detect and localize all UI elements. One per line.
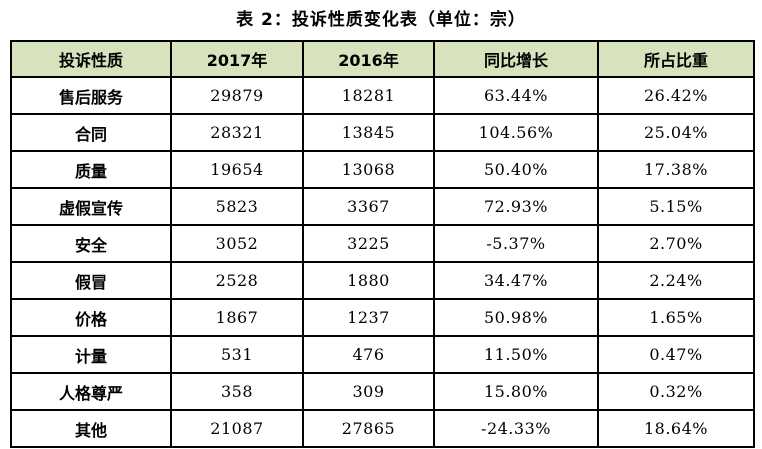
cell-2017: 1867	[170, 298, 304, 337]
cell-2016: 18281	[302, 76, 435, 115]
cell-2017: 21087	[170, 409, 304, 448]
column-header-share: 所占比重	[597, 40, 755, 78]
table-body: 售后服务 29879 18281 63.44% 26.42% 合同 28321 …	[10, 76, 755, 448]
cell-yoy: 63.44%	[433, 76, 599, 115]
row-label: 价格	[10, 298, 172, 337]
table-row: 合同 28321 13845 104.56% 25.04%	[10, 113, 755, 152]
cell-yoy: 34.47%	[433, 261, 599, 300]
row-label: 其他	[10, 409, 172, 448]
column-header-nature: 投诉性质	[10, 40, 172, 78]
cell-yoy: 15.80%	[433, 372, 599, 411]
cell-2016: 27865	[302, 409, 435, 448]
row-label: 计量	[10, 335, 172, 374]
cell-share: 0.32%	[597, 372, 755, 411]
cell-share: 26.42%	[597, 76, 755, 115]
cell-2016: 309	[302, 372, 435, 411]
complaints-table: 投诉性质 2017年 2016年 同比增长 所占比重 售后服务 29879 18…	[10, 40, 755, 448]
cell-2016: 476	[302, 335, 435, 374]
table-row: 其他 21087 27865 -24.33% 18.64%	[10, 409, 755, 448]
cell-share: 18.64%	[597, 409, 755, 448]
row-label: 质量	[10, 150, 172, 189]
table-row: 虚假宣传 5823 3367 72.93% 5.15%	[10, 187, 755, 226]
cell-yoy: 50.98%	[433, 298, 599, 337]
cell-2017: 358	[170, 372, 304, 411]
table-row: 人格尊严 358 309 15.80% 0.32%	[10, 372, 755, 411]
cell-2017: 3052	[170, 224, 304, 263]
column-header-2016: 2016年	[302, 40, 435, 78]
cell-share: 2.24%	[597, 261, 755, 300]
cell-2016: 3367	[302, 187, 435, 226]
cell-share: 17.38%	[597, 150, 755, 189]
table-row: 价格 1867 1237 50.98% 1.65%	[10, 298, 755, 337]
cell-2017: 2528	[170, 261, 304, 300]
cell-2016: 1237	[302, 298, 435, 337]
column-header-2017: 2017年	[170, 40, 304, 78]
row-label: 安全	[10, 224, 172, 263]
table-row: 计量 531 476 11.50% 0.47%	[10, 335, 755, 374]
cell-share: 25.04%	[597, 113, 755, 152]
cell-yoy: 72.93%	[433, 187, 599, 226]
cell-share: 1.65%	[597, 298, 755, 337]
cell-yoy: 50.40%	[433, 150, 599, 189]
cell-share: 5.15%	[597, 187, 755, 226]
table-row: 质量 19654 13068 50.40% 17.38%	[10, 150, 755, 189]
cell-yoy: 11.50%	[433, 335, 599, 374]
cell-share: 2.70%	[597, 224, 755, 263]
row-label: 售后服务	[10, 76, 172, 115]
table-row: 假冒 2528 1880 34.47% 2.24%	[10, 261, 755, 300]
table-title: 表 2：投诉性质变化表（单位：宗）	[236, 10, 526, 30]
row-label: 人格尊严	[10, 372, 172, 411]
cell-2016: 3225	[302, 224, 435, 263]
cell-2016: 1880	[302, 261, 435, 300]
cell-2016: 13068	[302, 150, 435, 189]
cell-2017: 28321	[170, 113, 304, 152]
column-header-yoy: 同比增长	[433, 40, 599, 78]
row-label: 合同	[10, 113, 172, 152]
cell-yoy: -24.33%	[433, 409, 599, 448]
row-label: 假冒	[10, 261, 172, 300]
cell-2016: 13845	[302, 113, 435, 152]
header-row: 投诉性质 2017年 2016年 同比增长 所占比重	[10, 40, 755, 78]
table-row: 售后服务 29879 18281 63.44% 26.42%	[10, 76, 755, 115]
cell-yoy: -5.37%	[433, 224, 599, 263]
row-label: 虚假宣传	[10, 187, 172, 226]
cell-2017: 531	[170, 335, 304, 374]
cell-yoy: 104.56%	[433, 113, 599, 152]
cell-2017: 5823	[170, 187, 304, 226]
cell-2017: 29879	[170, 76, 304, 115]
table-header: 投诉性质 2017年 2016年 同比增长 所占比重	[10, 40, 755, 78]
cell-share: 0.47%	[597, 335, 755, 374]
table-row: 安全 3052 3225 -5.37% 2.70%	[10, 224, 755, 263]
cell-2017: 19654	[170, 150, 304, 189]
